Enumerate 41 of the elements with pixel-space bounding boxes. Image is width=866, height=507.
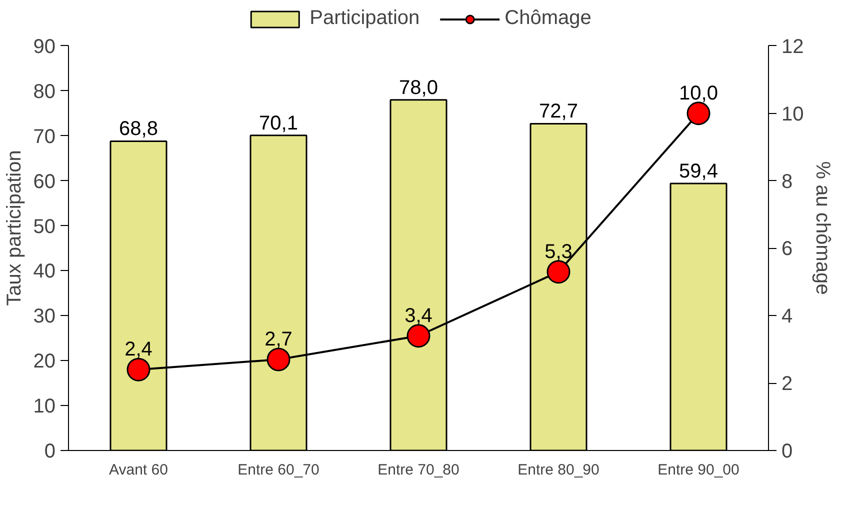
y2-tick-label: 2 [782, 373, 793, 396]
y2-tick-label: 6 [782, 238, 793, 260]
y2-tick-label: 4 [782, 306, 793, 328]
data-label: 2,7 [264, 328, 292, 350]
y-tick-label: 30 [33, 306, 56, 328]
x-tick-label: Entre 90_00 [658, 462, 740, 478]
data-label: 5,3 [544, 240, 572, 263]
x-tick-label: Entre 70_80 [378, 462, 460, 478]
data-label: 78,0 [399, 76, 438, 99]
point [406, 324, 430, 348]
data-label: 59,4 [679, 160, 718, 182]
y2-tick-label: 8 [782, 170, 793, 193]
legend-label: Chômage [504, 7, 592, 30]
y2-tick-label: 10 [782, 103, 804, 126]
data-label: 72,7 [539, 100, 578, 123]
y-tick-label: 50 [33, 216, 56, 238]
y-tick-label: 40 [33, 260, 56, 283]
data-label: 10,0 [679, 82, 718, 104]
y-tick-label: 10 [33, 396, 56, 418]
data-label: 70,1 [259, 112, 298, 134]
y2-axis-title: % au chômage [812, 161, 834, 295]
data-label: 2,4 [124, 338, 152, 361]
point [126, 358, 150, 382]
y-tick-label: 0 [44, 440, 56, 462]
x-tick-label: Entre 60_70 [238, 462, 320, 478]
point [546, 260, 570, 284]
y-tick-label: 60 [33, 170, 56, 193]
y2-tick-label: 0 [782, 440, 793, 462]
y-tick-label: 20 [33, 350, 56, 373]
point [686, 102, 710, 126]
x-tick-label: Entre 80_90 [518, 462, 600, 478]
y2-tick-label: 12 [782, 36, 804, 58]
legend-label: Participation [310, 7, 420, 30]
data-label: 3,4 [404, 304, 432, 327]
y-tick-label: 90 [33, 36, 56, 58]
y-tick-label: 70 [33, 126, 56, 148]
data-label: 68,8 [119, 118, 158, 140]
y-axis-title: Taux participation [3, 150, 26, 306]
x-tick-label: Avant 60 [109, 462, 168, 478]
point [266, 348, 290, 372]
y-tick-label: 80 [33, 80, 56, 103]
